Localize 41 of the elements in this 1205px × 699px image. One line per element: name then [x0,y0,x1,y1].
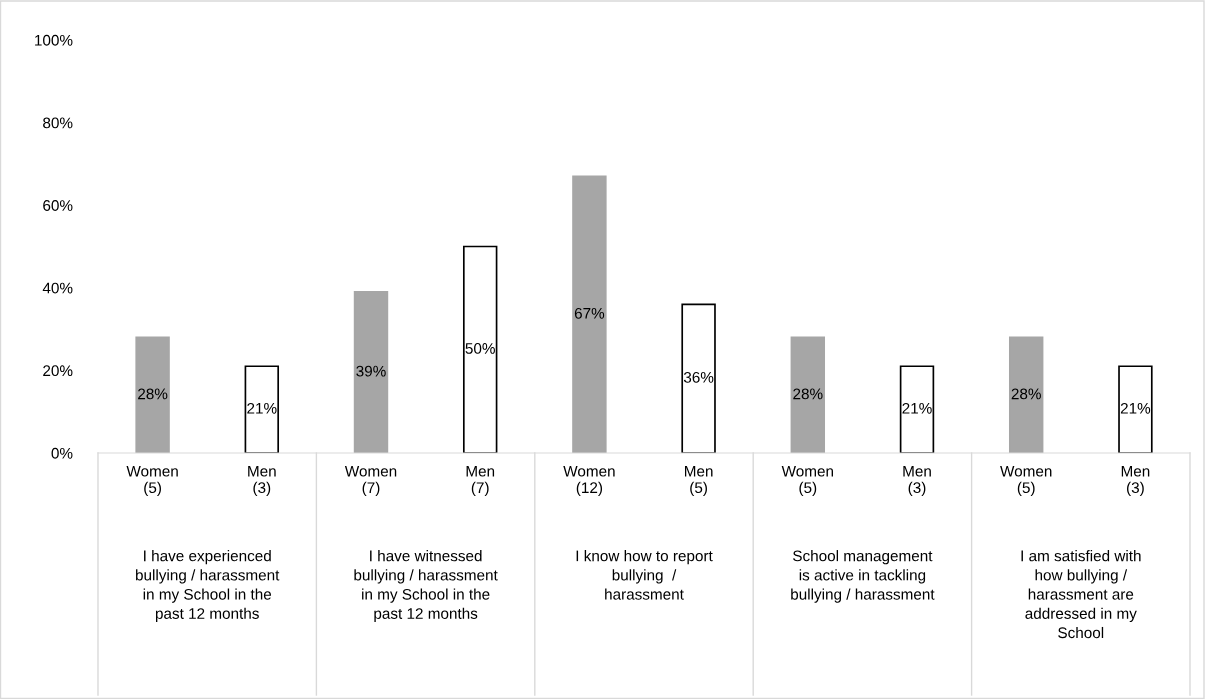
bar [1118,365,1153,453]
data-label: 67% [574,307,605,319]
data-label: 28% [1011,388,1041,400]
text: I have experienced bullying / harassment in my School in the past 12 months [136,550,280,622]
text: I have witnessed bullying / harassment in my School in the past 12 months [354,550,498,622]
data-label: 28% [138,388,168,400]
data-label: 50% [465,343,495,354]
bar [244,365,280,453]
y-tick-label: 100% [35,34,73,46]
text: I know how to report bullying / harassment [576,550,713,600]
x-tick-label: Women (5) [126,465,178,497]
bar [572,175,607,453]
bar [790,336,826,453]
bar [135,336,170,453]
y-tick-label: 60% [43,200,73,211]
x-tick-label: Women (5) [781,465,833,497]
bar [899,365,935,453]
x-tick-label: Men (7) [466,465,495,497]
bar [462,245,498,453]
bar [681,303,716,453]
y-tick-label: 0% [51,447,73,459]
x-tick-label: Women (12) [563,465,615,497]
x-tick-label: Men (3) [1121,465,1150,497]
data-label: 21% [1120,402,1151,414]
bar [1008,336,1044,453]
data-label: 36% [683,371,714,383]
bar [353,291,389,453]
data-label: 21% [902,402,932,414]
x-tick-label: Women (5) [1000,465,1052,497]
data-label: 28% [793,388,823,400]
data-label: 39% [356,365,386,377]
y-tick-label: 20% [43,365,73,377]
x-tick-label: Women (7) [344,465,397,497]
x-tick-label: Men (5) [684,465,713,497]
text: I am satisfied with how bullying / harassment are addressed in my School [1021,550,1141,639]
text: School management is active in tackling bullying / harassment [791,550,935,603]
data-label: 21% [247,402,277,414]
y-tick-label: 80% [43,117,73,129]
y-tick-label: 40% [42,282,73,294]
x-tick-label: Men (3) [248,465,276,497]
x-tick-label: Men (3) [903,465,931,497]
